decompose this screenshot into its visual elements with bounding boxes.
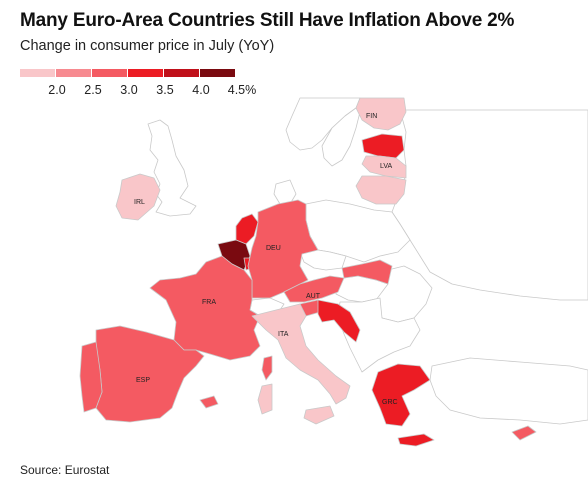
denmark-shape xyxy=(273,179,297,205)
balearic-shape xyxy=(199,395,219,409)
chart-title: Many Euro-Area Countries Still Have Infl… xyxy=(20,10,515,31)
country-label-lva: LVA xyxy=(380,163,393,170)
legend-tick: 4.0 xyxy=(192,83,210,97)
country-label-aut: AUT xyxy=(306,293,321,300)
sardinia-shape xyxy=(257,383,273,415)
legend-tick: 3.0 xyxy=(120,83,138,97)
country-label-fra: FRA xyxy=(202,299,216,306)
estonia-shape xyxy=(361,133,405,159)
balkans-shape xyxy=(337,297,421,373)
country-label-irl: IRL xyxy=(134,199,145,206)
finland-shape xyxy=(355,97,407,131)
croatia-shape xyxy=(317,299,361,343)
legend-tick: 2.0 xyxy=(48,83,66,97)
legend-swatch-4 xyxy=(128,69,163,77)
source-note: Source: Eurostat xyxy=(20,463,110,477)
country-label-esp: ESP xyxy=(136,377,150,384)
country-label-deu: DEU xyxy=(266,245,281,252)
country-label-fin: FIN xyxy=(366,113,377,120)
slovakia-shape xyxy=(341,259,393,285)
sweden-shape xyxy=(321,107,361,167)
lithuania-shape xyxy=(355,175,407,205)
latvia-shape xyxy=(361,155,407,179)
turkey-shape xyxy=(429,357,588,425)
legend-swatch-3 xyxy=(92,69,127,77)
ireland-shape xyxy=(115,173,161,221)
legend-swatch-2 xyxy=(56,69,91,77)
legend-tick: 4.5% xyxy=(227,83,257,97)
country-label-ita: ITA xyxy=(278,331,289,338)
greece-shape xyxy=(371,363,431,427)
portugal-shape xyxy=(79,341,103,413)
uk-shape xyxy=(147,119,197,217)
color-legend: 2.0 2.5 3.0 3.5 4.0 4.5% xyxy=(0,0,588,100)
cyprus-shape xyxy=(511,425,537,441)
austria-shape xyxy=(283,275,345,303)
europe-map: FIN LVA IRL DEU FRA AUT ITA ESP GRC xyxy=(79,97,588,447)
legend-swatch-6 xyxy=(200,69,235,77)
legend-swatch-5 xyxy=(164,69,199,77)
sicily-shape xyxy=(303,405,335,425)
italy-shape xyxy=(251,303,351,405)
corsica-shape xyxy=(261,355,273,381)
legend-tick: 2.5 xyxy=(84,83,102,97)
russia-belarus-ukraine-shape xyxy=(391,109,588,301)
germany-shape xyxy=(247,199,319,299)
crete-shape xyxy=(397,433,435,447)
country-label-grc: GRC xyxy=(382,399,398,406)
legend-swatch-1 xyxy=(20,69,55,77)
chart-subtitle: Change in consumer price in July (YoY) xyxy=(20,38,275,54)
legend-tick: 3.5 xyxy=(156,83,174,97)
france-shape xyxy=(149,255,261,361)
